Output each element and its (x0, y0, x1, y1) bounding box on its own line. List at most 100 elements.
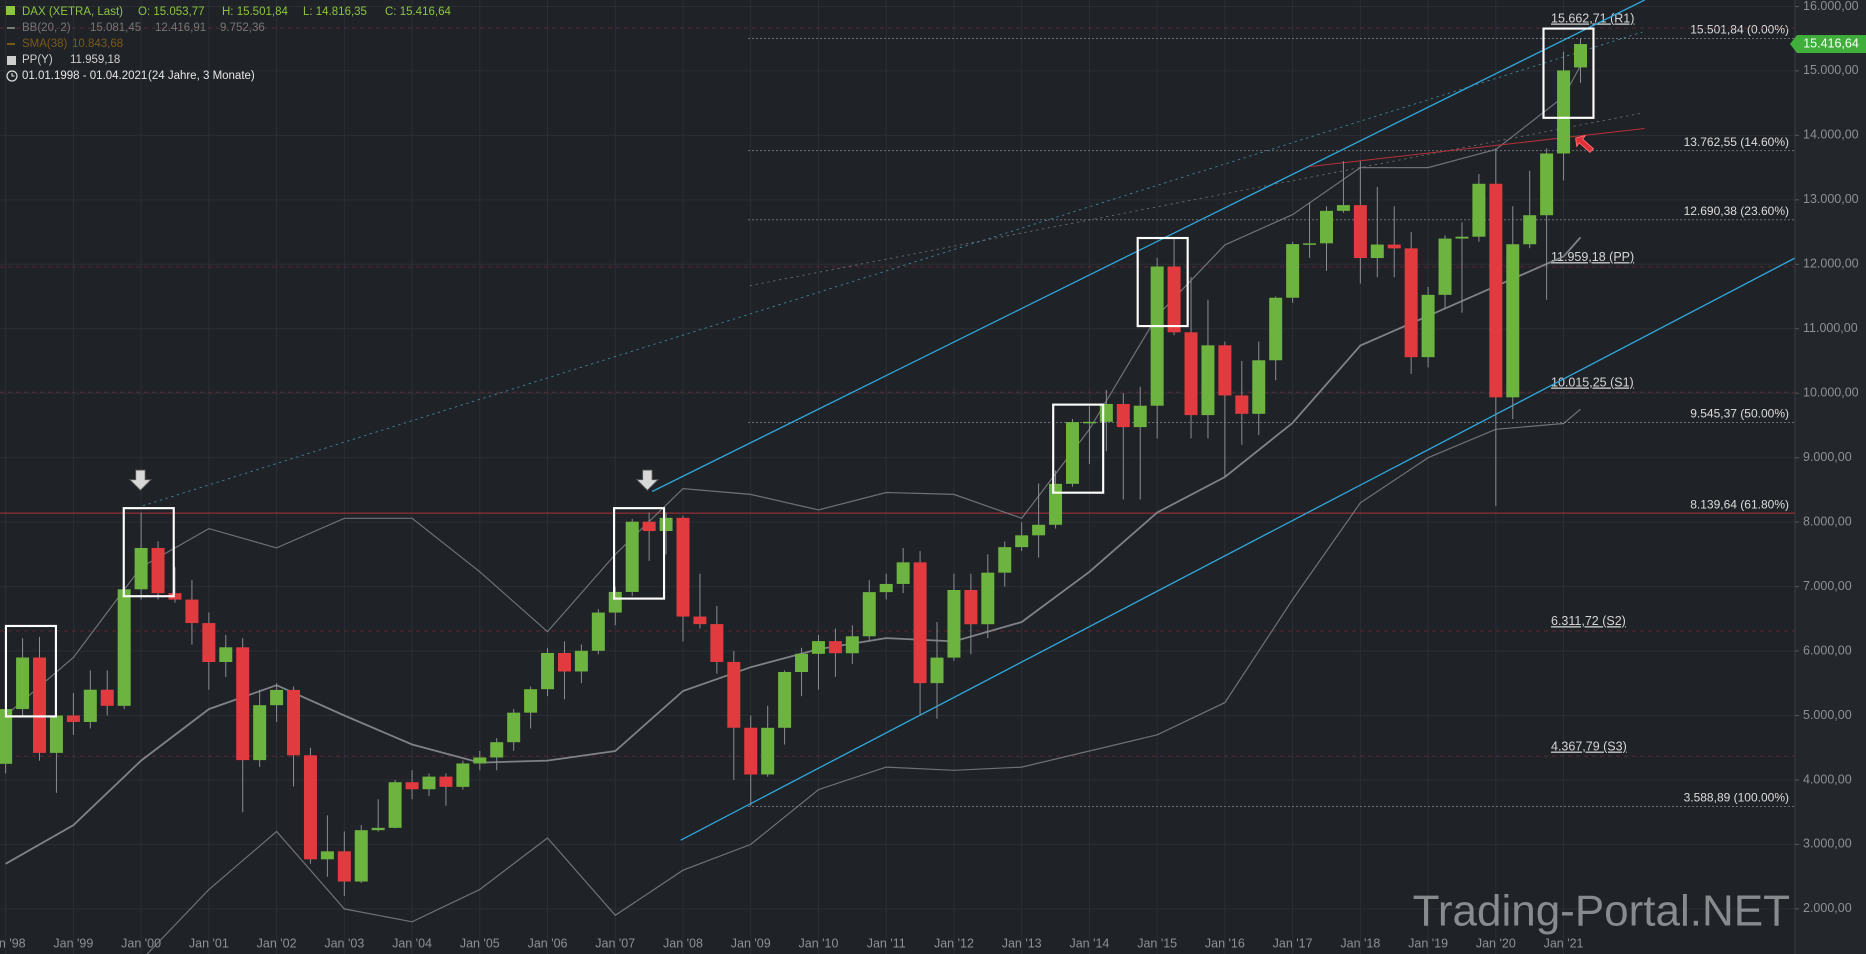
clock-icon (6, 70, 18, 82)
x-tick-label: Jan '03 (324, 936, 364, 950)
y-tick-label: 15.000,00 (1803, 63, 1859, 77)
candle-body (1116, 403, 1130, 428)
candle-body (507, 712, 521, 743)
candle-body (1455, 236, 1469, 239)
quote-close: C: 15.416,64 (385, 6, 451, 18)
x-tick-label: Jan '98 (0, 936, 26, 950)
fib-label: 12.690,38 (23.60%) (1684, 204, 1789, 218)
highlight-box (1052, 403, 1105, 494)
candle-body (828, 641, 842, 654)
candle-body (541, 652, 555, 690)
highlight-box (612, 507, 666, 600)
candle-body (1167, 266, 1181, 333)
y-tick-label: 9.000,00 (1803, 450, 1852, 464)
arrow-down (635, 469, 660, 491)
channel-upper (651, 0, 1645, 493)
x-tick-label: Jan '20 (1476, 936, 1516, 950)
candle-body (1540, 153, 1554, 216)
fib-label: 8.139,64 (61.80%) (1690, 497, 1789, 511)
candle-body (1506, 244, 1520, 398)
candle-body (710, 624, 724, 662)
candle-body (1099, 403, 1113, 422)
bb-value: 9.752,36 (220, 22, 265, 34)
y-tick-label: 7.000,00 (1803, 579, 1852, 593)
y-tick-label: 11.000,00 (1803, 321, 1858, 335)
candle-body (1370, 244, 1384, 259)
x-tick-label: Jan '06 (528, 936, 568, 950)
arrow-down (128, 469, 153, 491)
candle-body (1387, 244, 1401, 249)
channel-lower (680, 257, 1795, 841)
candle-body (405, 782, 419, 790)
quote-high: H: 15.501,84 (222, 6, 288, 18)
candle-body (947, 589, 961, 658)
candle-body (879, 583, 893, 593)
y-tick-label: 3.000,00 (1803, 837, 1852, 851)
candle-body (388, 782, 402, 828)
candle-body (981, 572, 995, 625)
x-tick-label: Jan '00 (121, 936, 161, 950)
x-tick-label: Jan '11 (867, 936, 906, 950)
highlight-box (122, 507, 175, 598)
chart-icon (6, 6, 15, 15)
candle-body (1201, 345, 1215, 416)
candle-body (117, 589, 131, 706)
trend-red (1308, 127, 1645, 168)
candles (0, 38, 1588, 896)
candle-body (1015, 535, 1029, 548)
candle-body (1286, 244, 1300, 298)
boxes (4, 27, 1595, 718)
x-tick-label: Jan '08 (663, 936, 703, 950)
candle-body (303, 755, 317, 860)
pivot-label: 4.367,79 (S3) (1551, 740, 1627, 754)
trend-dotted (142, 31, 1643, 507)
fib-label: 15.501,84 (0.00%) (1690, 23, 1789, 37)
highlight-box (1136, 236, 1189, 328)
candle-body (168, 593, 182, 600)
candle-body (998, 547, 1012, 573)
pivot-label: 10.015,25 (S1) (1551, 376, 1634, 390)
candle-body (642, 521, 656, 532)
arrow-red (1575, 134, 1595, 153)
arrows (128, 134, 1595, 491)
candle-body (337, 851, 351, 882)
candle-body (862, 592, 876, 637)
candle-body (185, 599, 199, 624)
candle-body (845, 636, 859, 654)
title: DAX (XETRA, Last) (22, 6, 123, 18)
annotations (142, 0, 1795, 841)
candle-body (811, 641, 825, 654)
candle-body (727, 661, 741, 728)
candle-body (439, 776, 453, 787)
highlight-box (1542, 27, 1595, 119)
bb-value: 15.081,45 (90, 22, 141, 34)
candle-body (1404, 248, 1418, 358)
candle-body (574, 650, 588, 672)
candle-body (1523, 215, 1537, 245)
candle-body (1319, 210, 1333, 244)
candle-body (371, 827, 385, 831)
pp-label: PP(Y) (22, 54, 53, 66)
last-price-pointer (1790, 35, 1797, 54)
fib-label: 13.762,55 (14.60%) (1684, 135, 1789, 149)
candle-body (1421, 294, 1435, 358)
candle-body (1336, 205, 1350, 211)
pivot-label: 11.959,18 (PP) (1551, 250, 1634, 264)
period: 01.01.1998 - 01.04.2021 (22, 70, 147, 82)
y-tick-label: 16.000,00 (1803, 0, 1859, 13)
x-tick-label: Jan '12 (934, 936, 974, 950)
x-tick-label: Jan '10 (799, 936, 839, 950)
candle-body (473, 757, 487, 764)
x-tick-label: Jan '19 (1408, 936, 1448, 950)
last-price-label: 15.416,64 (1803, 36, 1859, 50)
candle-body (1472, 183, 1486, 237)
x-tick-label: Jan '05 (460, 936, 500, 950)
candle-body (608, 591, 622, 613)
y-tick-label: 12.000,00 (1803, 257, 1859, 271)
clock-hands (11, 73, 15, 77)
candle-body (591, 612, 605, 651)
candle-body (1557, 70, 1571, 154)
pivot-label: 15.662,71 (R1) (1551, 11, 1634, 25)
period-note: (24 Jahre, 3 Monate) (148, 70, 255, 82)
candle-body (1303, 243, 1317, 245)
